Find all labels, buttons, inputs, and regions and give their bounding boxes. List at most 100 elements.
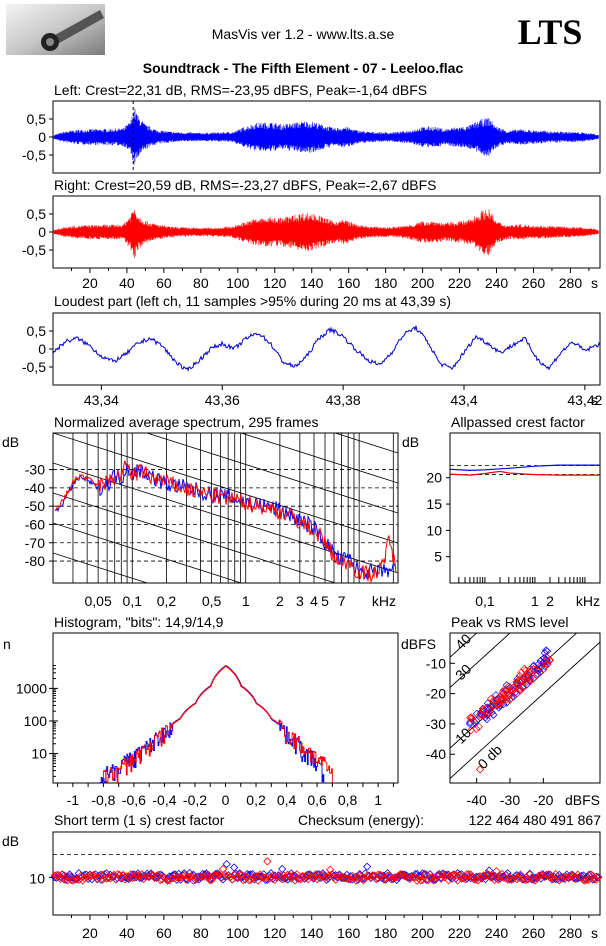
short-term-point-1	[176, 873, 185, 882]
peak-rms-point-1	[498, 694, 507, 703]
peak-rms-point-1	[497, 690, 507, 699]
peak-rms-diagonal	[450, 633, 578, 749]
peak-rms-point-1	[543, 660, 552, 669]
histogram-title: Histogram, "bits": 14,9/14,9	[54, 614, 224, 630]
spectrum-slope-grid	[53, 462, 398, 574]
right-waveform-ytick-label: 0,5	[27, 206, 47, 222]
short-term-point-1	[479, 871, 488, 880]
short-term-point-1	[327, 870, 337, 879]
short-term-point-1	[187, 872, 196, 881]
histogram-xtick-label: 0,8	[338, 792, 358, 808]
right-waveform-xtick-label: 160	[337, 275, 361, 291]
histogram-xtick-label: -1	[67, 792, 80, 808]
short-term-xtick-label: 60	[156, 925, 172, 941]
peak-rms-point-1	[504, 682, 513, 691]
short-term-ytick-label: 10	[29, 870, 45, 886]
short-term-point-1	[198, 872, 207, 881]
short-term-xtick-label: 220	[448, 925, 472, 941]
short-term-point-1	[446, 871, 455, 881]
short-term-point-1	[459, 874, 468, 883]
short-term-point-1	[207, 875, 217, 884]
peak-rms-point-0	[512, 680, 521, 689]
short-term-crest-title: Short term (1 s) crest factor	[54, 812, 225, 828]
peak-rms-point-1	[467, 714, 476, 723]
loudest-xtick-label: 43,38	[326, 392, 361, 408]
loudest-ytick-label: 0	[38, 341, 46, 357]
short-term-point-0	[544, 871, 553, 880]
short-term-point-1	[65, 872, 74, 881]
spectrum-xtick-label: 2	[276, 593, 284, 609]
peak-rms-diagonal-label: 0 db	[474, 741, 505, 772]
spectrum-slope-grid	[333, 433, 398, 454]
short-term-point-0	[278, 864, 287, 874]
histogram-ytick-label: 1000	[16, 680, 47, 696]
short-term-point-1	[525, 870, 534, 879]
crest-ytick-label: 10	[426, 522, 442, 538]
peak-rms-diagonal-label: 40	[452, 630, 474, 652]
short-term-point-1	[372, 874, 381, 883]
histogram-frame	[52, 632, 399, 784]
short-term-point-1	[296, 875, 305, 884]
right-waveform-xtick-label: 260	[522, 275, 546, 291]
short-term-point-1	[56, 874, 65, 883]
short-term-point-1	[514, 873, 523, 883]
short-term-point-1	[344, 874, 353, 883]
short-term-point-1	[588, 871, 597, 880]
short-term-point-1	[148, 870, 157, 880]
spectrum-xtick-label: 7	[338, 593, 346, 609]
short-term-xtick-label: 40	[119, 925, 135, 941]
short-term-point-1	[361, 874, 370, 883]
right-waveform-xtick-label: 240	[485, 275, 509, 291]
short-term-point-1	[261, 873, 270, 882]
spectrum-slope-grid	[53, 433, 398, 544]
short-term-point-0	[485, 866, 494, 875]
short-term-point-1	[355, 871, 364, 880]
peak-rms-point-1	[539, 665, 548, 674]
short-term-xtick-label: 80	[193, 925, 209, 941]
peak-rms-point-1	[486, 694, 496, 703]
peak-rms-point-1	[489, 696, 498, 705]
peak-rms-point-1	[516, 684, 525, 693]
right-waveform-xunit: s	[591, 275, 598, 291]
short-term-point-1	[324, 871, 333, 880]
short-term-point-1	[484, 870, 494, 880]
short-term-xtick-label: 100	[226, 925, 250, 941]
short-term-point-1	[143, 872, 152, 881]
histogram-xtick-label: -0,2	[183, 792, 207, 808]
charts-area: 0,50-0,50,50-0,520 40 60 80 100 120 140 160 180 2…	[16, 100, 603, 941]
histogram-xtick-label: 0,2	[246, 792, 266, 808]
peak-rms-diagonal	[450, 641, 600, 780]
spectrum-xtick-label: 4	[310, 593, 318, 609]
spectrum-ytick-label: -60	[25, 516, 45, 532]
spectrum-xunit: kHz	[372, 593, 396, 609]
short-term-point-1	[331, 875, 340, 884]
short-term-point-0	[592, 872, 601, 881]
short-term-xtick-label: 280	[559, 925, 583, 941]
spectrum-slope-grid	[239, 433, 398, 484]
short-term-point-1	[529, 875, 538, 884]
short-term-point-1	[167, 874, 176, 883]
short-term-point-1	[132, 870, 141, 880]
header: MasVis ver 1.2 - www.lts.a.se LTS Soundt…	[6, 4, 582, 76]
peak-rms-xtick-label: -40	[467, 792, 487, 808]
peak-rms-point-1	[480, 706, 489, 715]
short-term-point-1	[370, 871, 379, 880]
peak-rms-ytick-label: -10	[426, 655, 446, 671]
right-channel-title: Right: Crest=20,59 dB, RMS=-23,27 dBFS, …	[54, 177, 436, 193]
short-term-point-1	[492, 867, 501, 876]
loudest-xtick-label: 43,4	[450, 392, 477, 408]
histogram-ytick-label: 100	[24, 713, 48, 729]
short-term-point-1	[594, 872, 603, 882]
peak-rms-xtick-label: -20	[533, 792, 553, 808]
crest-xtick-label: 0,1	[475, 593, 495, 609]
loudest-trace	[52, 325, 601, 372]
histogram-xtick-label: 1	[374, 792, 382, 808]
short-term-point-1	[290, 876, 300, 885]
short-term-point-1	[381, 874, 390, 883]
short-term-point-1	[263, 857, 272, 866]
peak-rms-point-1	[490, 696, 499, 705]
short-term-xtick-label: 240	[485, 925, 509, 941]
peak-rms-point-0	[533, 669, 542, 678]
short-term-xtick-label: 260	[522, 925, 546, 941]
right-waveform-trace	[53, 209, 599, 259]
